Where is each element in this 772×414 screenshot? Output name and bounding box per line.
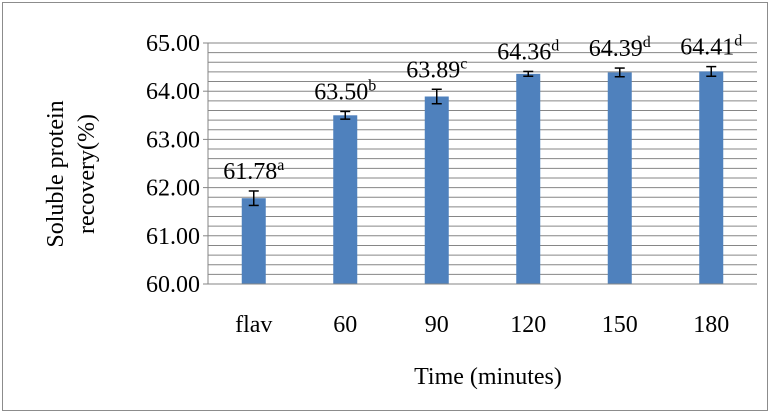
grid-layer bbox=[208, 42, 757, 275]
y-axis-title-line-2: recovery(%) bbox=[74, 114, 100, 234]
data-label-superscript: d bbox=[643, 34, 651, 51]
bar-flav bbox=[241, 198, 266, 284]
labels-layer: 60.00 61.00 62.00 63.00 64.00 65.00 flav 61.78a… bbox=[146, 31, 742, 338]
y-axis-title: Soluble protein recovery(%) bbox=[43, 100, 100, 247]
data-label: 61.78a bbox=[223, 157, 284, 185]
x-tick-label: 150 bbox=[602, 312, 638, 338]
y-axis-title-line-1: Soluble protein bbox=[43, 100, 69, 247]
data-label-superscript: b bbox=[368, 77, 376, 94]
bar-150 bbox=[607, 72, 632, 284]
data-label-superscript: a bbox=[277, 157, 284, 174]
data-label-value: 64.41 bbox=[680, 35, 734, 61]
bar-180 bbox=[699, 71, 724, 284]
y-tick-label: 62.00 bbox=[146, 176, 200, 202]
axis-layer bbox=[203, 42, 757, 285]
data-label-value: 63.50 bbox=[314, 79, 368, 105]
x-axis-title: Time (minutes) bbox=[414, 364, 562, 390]
y-tick-label: 61.00 bbox=[146, 224, 200, 250]
data-label: 64.41d bbox=[680, 33, 742, 61]
bar-120 bbox=[516, 73, 541, 285]
x-tick-label: 90 bbox=[425, 312, 449, 338]
bar-60 bbox=[333, 115, 358, 284]
y-tick-label: 63.00 bbox=[146, 127, 200, 153]
data-label: 63.50b bbox=[314, 77, 376, 105]
data-label-value: 64.39 bbox=[589, 36, 643, 62]
data-label: 64.39d bbox=[589, 34, 651, 62]
x-tick-label: flav bbox=[235, 312, 272, 338]
y-tick-label: 60.00 bbox=[146, 272, 200, 298]
bar-90 bbox=[424, 96, 449, 284]
x-tick-label: 60 bbox=[333, 312, 357, 338]
data-label: 63.89c bbox=[406, 55, 467, 83]
data-label-value: 63.89 bbox=[406, 57, 460, 83]
data-label-superscript: d bbox=[551, 37, 559, 54]
x-tick-label: 120 bbox=[510, 312, 546, 338]
data-label-superscript: c bbox=[460, 55, 467, 72]
data-label: 64.36d bbox=[497, 37, 559, 65]
bars-layer bbox=[241, 65, 724, 285]
y-tick-label: 64.00 bbox=[146, 79, 200, 105]
y-tick-label: 65.00 bbox=[146, 31, 200, 57]
data-label-value: 61.78 bbox=[223, 159, 277, 185]
data-label-value: 64.36 bbox=[497, 39, 551, 65]
x-tick-label: 180 bbox=[693, 312, 729, 338]
data-label-superscript: d bbox=[734, 33, 742, 50]
